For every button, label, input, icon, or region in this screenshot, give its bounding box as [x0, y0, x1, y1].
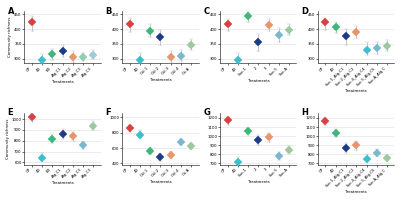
Text: D: D [302, 7, 308, 16]
X-axis label: Treatments: Treatments [52, 80, 73, 84]
Text: E: E [8, 108, 13, 117]
X-axis label: Treatments: Treatments [346, 190, 367, 194]
Text: G: G [204, 108, 210, 117]
Y-axis label: Community richness: Community richness [8, 17, 12, 57]
Text: C: C [204, 7, 210, 16]
Y-axis label: Community richness: Community richness [6, 118, 10, 159]
Text: H: H [302, 108, 308, 117]
X-axis label: Treatments: Treatments [346, 89, 367, 93]
X-axis label: Treatments: Treatments [248, 180, 269, 184]
X-axis label: Treatments: Treatments [52, 181, 73, 185]
X-axis label: Treatments: Treatments [150, 78, 171, 82]
Text: A: A [8, 7, 14, 16]
Text: B: B [106, 7, 112, 16]
Text: F: F [106, 108, 111, 117]
X-axis label: Treatments: Treatments [150, 180, 171, 184]
X-axis label: Treatments: Treatments [248, 79, 269, 83]
